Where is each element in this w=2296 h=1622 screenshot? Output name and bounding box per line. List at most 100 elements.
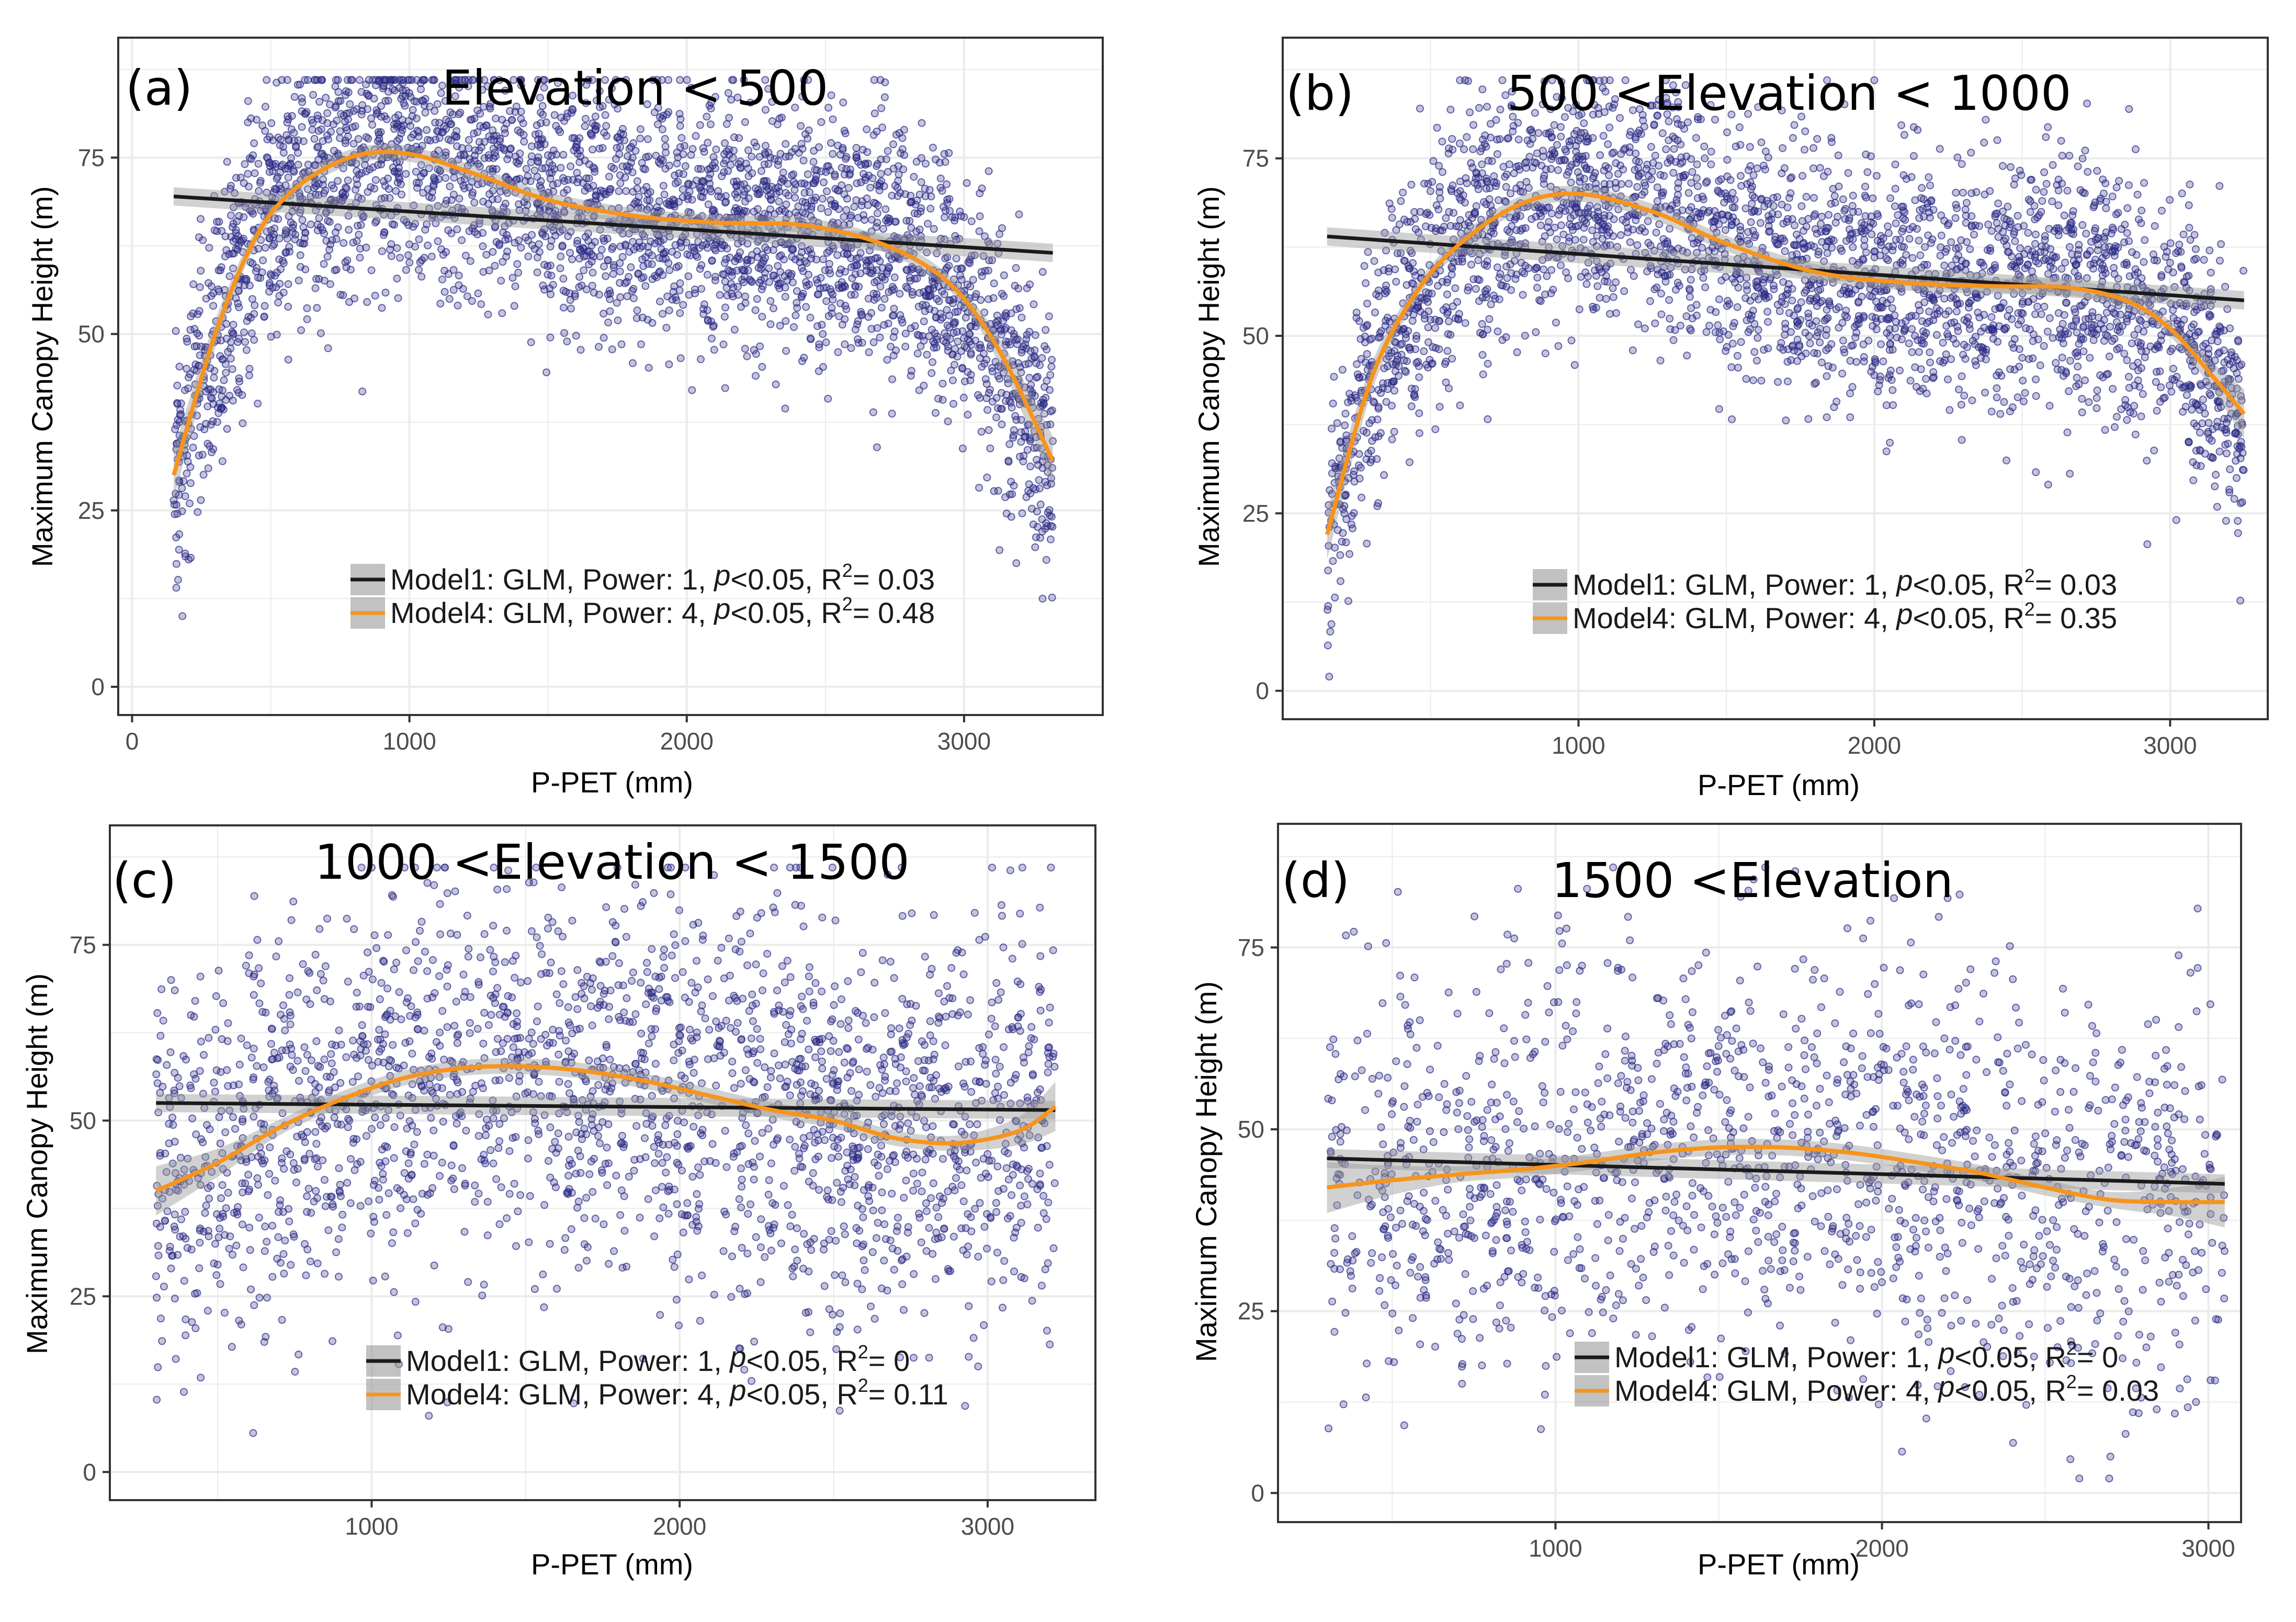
scatter-point bbox=[382, 289, 389, 296]
scatter-point bbox=[321, 153, 327, 160]
scatter-point bbox=[1534, 285, 1541, 291]
scatter-point bbox=[517, 116, 524, 122]
scatter-point bbox=[335, 76, 342, 83]
scatter-point bbox=[2042, 134, 2049, 141]
scatter-point bbox=[1416, 374, 1422, 381]
scatter-point bbox=[827, 286, 834, 292]
scatter-point bbox=[810, 148, 817, 154]
scatter-point bbox=[405, 222, 412, 229]
scatter-point bbox=[791, 186, 798, 193]
scatter-point bbox=[928, 193, 934, 200]
scatter-point bbox=[353, 176, 360, 183]
scatter-point bbox=[1686, 189, 1692, 196]
scatter-point bbox=[1925, 174, 1932, 180]
scatter-point bbox=[589, 146, 596, 153]
scatter-point bbox=[1892, 161, 1899, 168]
scatter-point bbox=[2169, 345, 2176, 352]
scatter-point bbox=[707, 121, 714, 128]
panel-title: Elevation < 500 bbox=[442, 60, 829, 116]
scatter-point bbox=[344, 76, 351, 83]
scatter-point bbox=[266, 160, 273, 166]
scatter-point bbox=[1632, 150, 1639, 157]
scatter-point bbox=[412, 243, 419, 250]
scatter-point bbox=[630, 140, 637, 146]
scatter-point bbox=[417, 86, 424, 93]
scatter-point bbox=[1889, 387, 1896, 393]
scatter-point bbox=[1000, 293, 1007, 300]
scatter-point bbox=[1548, 210, 1555, 217]
scatter-point bbox=[1610, 294, 1617, 301]
scatter-point bbox=[606, 173, 613, 180]
scatter-point bbox=[940, 380, 946, 387]
scatter-point bbox=[999, 421, 1005, 428]
scatter-point bbox=[1901, 244, 1907, 251]
scatter-point bbox=[1647, 298, 1654, 304]
scatter-point bbox=[1580, 236, 1587, 243]
scatter-point bbox=[1612, 279, 1619, 286]
scatter-point bbox=[335, 224, 342, 231]
scatter-point bbox=[1575, 169, 1581, 176]
scatter-point bbox=[789, 279, 796, 286]
scatter-point bbox=[2100, 374, 2107, 381]
scatter-point bbox=[1388, 402, 1395, 409]
scatter-point bbox=[1757, 220, 1764, 226]
scatter-point bbox=[2200, 396, 2207, 403]
scatter-point bbox=[511, 240, 518, 246]
scatter-point bbox=[567, 249, 573, 256]
scatter-point bbox=[1494, 264, 1501, 271]
scatter-point bbox=[522, 178, 529, 185]
scatter-point bbox=[790, 324, 797, 331]
scatter-point bbox=[324, 218, 331, 224]
scatter-point bbox=[175, 576, 182, 583]
scatter-point bbox=[617, 130, 624, 137]
scatter-point bbox=[983, 474, 990, 481]
scatter-point bbox=[1411, 209, 1418, 215]
scatter-point bbox=[964, 179, 970, 186]
scatter-point bbox=[245, 98, 252, 105]
scatter-point bbox=[762, 255, 768, 262]
scatter-point bbox=[976, 484, 982, 491]
scatter-point bbox=[447, 121, 454, 128]
scatter-point bbox=[922, 160, 929, 167]
scatter-point bbox=[767, 196, 774, 202]
scatter-point bbox=[1485, 157, 1492, 164]
scatter-point bbox=[261, 313, 268, 320]
scatter-point bbox=[2061, 212, 2068, 219]
scatter-point bbox=[510, 275, 516, 281]
scatter-point bbox=[375, 138, 381, 144]
scatter-point bbox=[1406, 344, 1412, 351]
scatter-point bbox=[827, 270, 833, 277]
scatter-point bbox=[985, 296, 992, 303]
scatter-point bbox=[1381, 472, 1387, 479]
scatter-point bbox=[216, 288, 222, 295]
scatter-point bbox=[1349, 525, 1356, 532]
scatter-point bbox=[1948, 239, 1954, 245]
scatter-point bbox=[1963, 199, 1970, 206]
scatter-point bbox=[268, 227, 275, 234]
scatter-point bbox=[357, 254, 364, 261]
scatter-point bbox=[325, 345, 332, 351]
scatter-point bbox=[1341, 422, 1348, 429]
scatter-point bbox=[251, 336, 257, 343]
scatter-point bbox=[1987, 247, 1994, 254]
scatter-point bbox=[1023, 494, 1030, 501]
scatter-point bbox=[882, 206, 889, 213]
scatter-point bbox=[867, 184, 874, 191]
scatter-point bbox=[798, 180, 805, 187]
scatter-point bbox=[1850, 342, 1857, 348]
scatter-point bbox=[637, 126, 644, 133]
scatter-point bbox=[873, 200, 879, 207]
scatter-point bbox=[582, 116, 589, 122]
scatter-point bbox=[723, 245, 730, 252]
scatter-point bbox=[1891, 312, 1898, 319]
scatter-point bbox=[210, 302, 217, 309]
scatter-point bbox=[1885, 230, 1892, 236]
scatter-point bbox=[486, 191, 493, 198]
scatter-point bbox=[723, 148, 730, 155]
scatter-point bbox=[1026, 375, 1033, 381]
scatter-point bbox=[590, 269, 596, 276]
scatter-point bbox=[1770, 202, 1777, 209]
scatter-point bbox=[1671, 145, 1678, 152]
scatter-point bbox=[2052, 359, 2059, 366]
scatter-point bbox=[1654, 184, 1661, 191]
